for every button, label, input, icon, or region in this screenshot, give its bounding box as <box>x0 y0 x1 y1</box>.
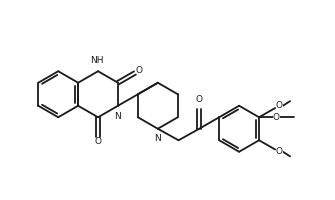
Text: O: O <box>136 66 143 75</box>
Text: O: O <box>276 101 283 110</box>
Text: NH: NH <box>90 56 104 65</box>
Text: N: N <box>115 112 121 121</box>
Text: O: O <box>273 113 280 122</box>
Text: N: N <box>154 134 161 143</box>
Text: O: O <box>94 137 102 146</box>
Text: O: O <box>196 95 203 104</box>
Text: O: O <box>276 147 283 156</box>
